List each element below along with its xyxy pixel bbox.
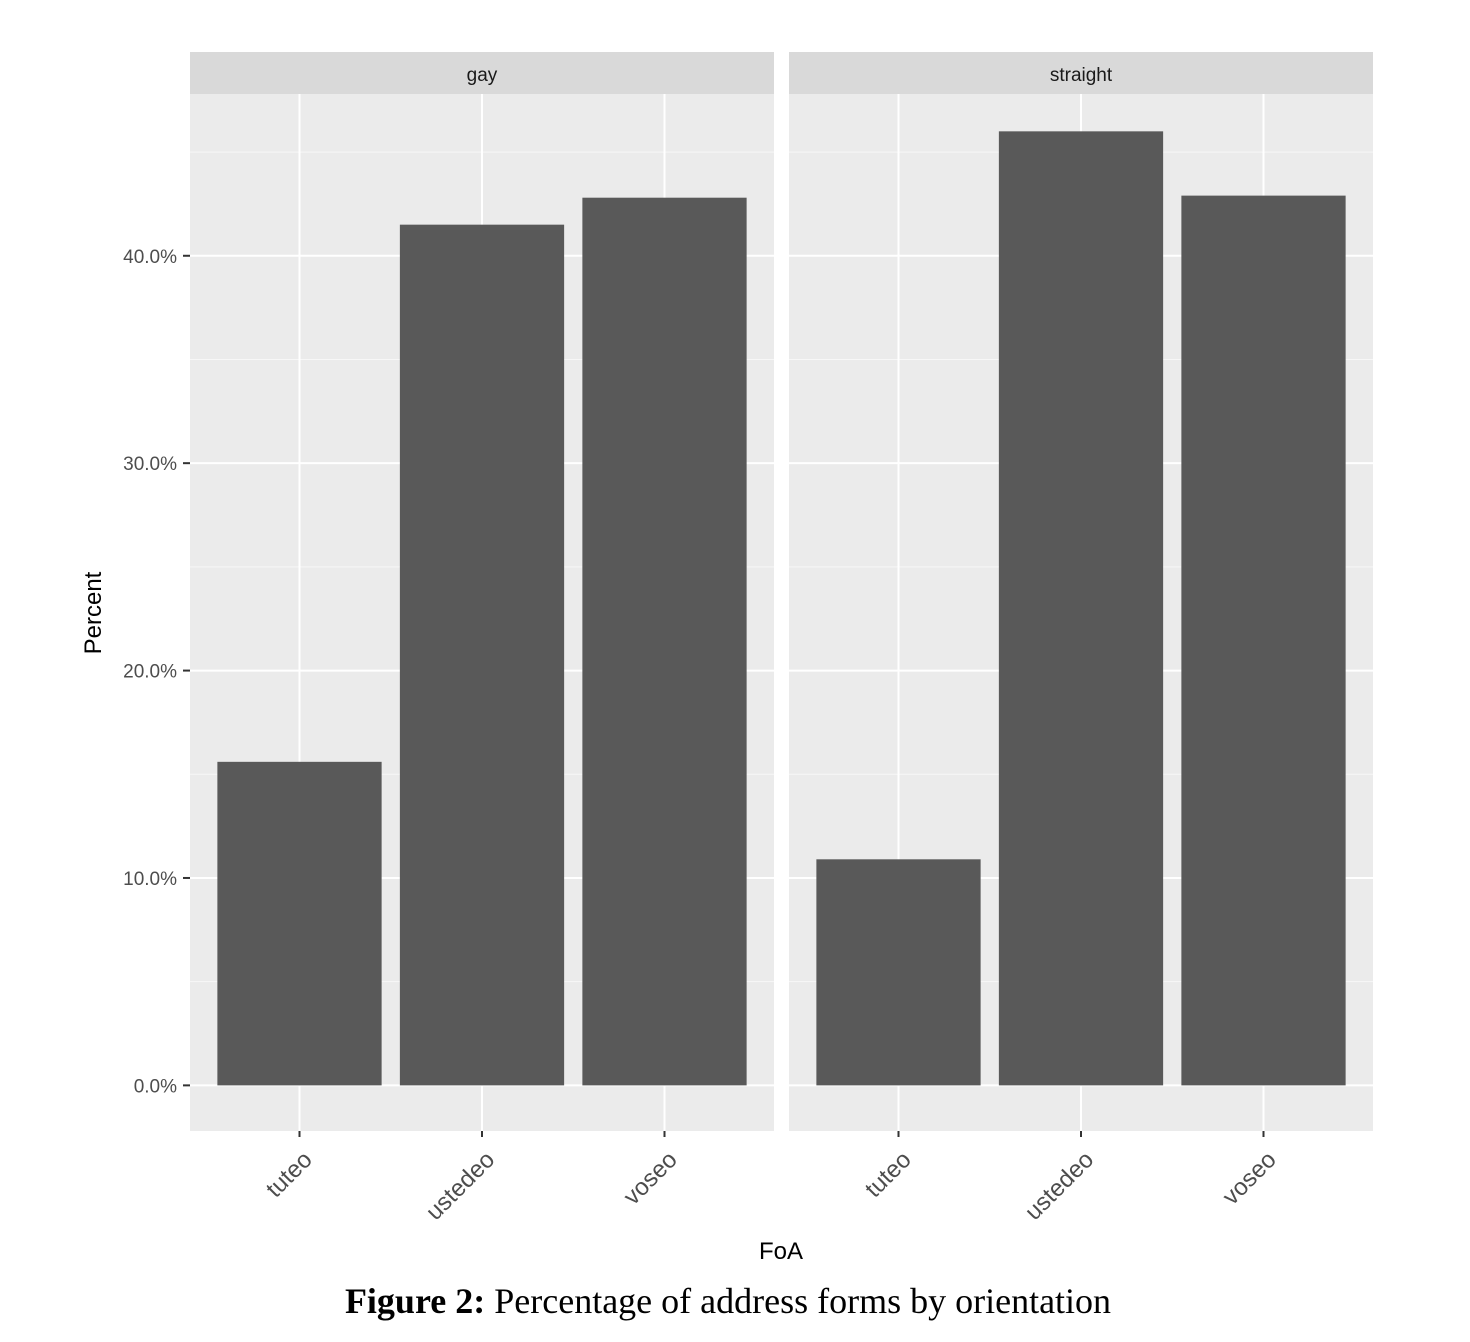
x-tick-label-tuteo: tuteo — [261, 1146, 318, 1203]
facet-strip-straight — [789, 52, 1373, 94]
bar-gay-tuteo — [217, 761, 382, 1086]
y-axis-title: Percent — [80, 571, 107, 654]
facet-label-gay: gay — [467, 65, 498, 86]
x-tick-label-ustedeo: ustedeo — [421, 1146, 500, 1225]
bar-gay-voseo — [582, 197, 747, 1086]
bar-straight-tuteo — [816, 859, 981, 1086]
x-tick-label-voseo: voseo — [618, 1146, 682, 1210]
y-tick-label: 0.0% — [134, 1076, 177, 1097]
x-tick-label-tuteo: tuteo — [860, 1146, 917, 1203]
caption-label: Figure 2: — [344, 1281, 486, 1321]
bar-gay-ustedeo — [399, 224, 565, 1086]
x-tick-label-ustedeo: ustedeo — [1020, 1146, 1099, 1225]
x-tick-label-voseo: voseo — [1217, 1146, 1281, 1210]
y-tick-label: 40.0% — [123, 247, 177, 268]
y-tick-label: 20.0% — [123, 662, 177, 683]
y-tick-label: 10.0% — [123, 869, 177, 890]
y-tick-label: 30.0% — [123, 454, 177, 475]
facet-label-straight: straight — [1050, 65, 1113, 86]
figure-caption: Figure 2: Percentage of address forms by… — [0, 1280, 1456, 1322]
facet-strip-gay — [190, 52, 774, 94]
caption-text: Percentage of address forms by orientati… — [485, 1281, 1112, 1321]
bar-straight-ustedeo — [998, 131, 1164, 1086]
x-axis-title: FoA — [759, 1238, 803, 1265]
bar-straight-voseo — [1181, 195, 1346, 1086]
faceted-bar-chart: gay tuteo ustedeo voseo straight tuteo ustedeo… — [80, 52, 1373, 1265]
